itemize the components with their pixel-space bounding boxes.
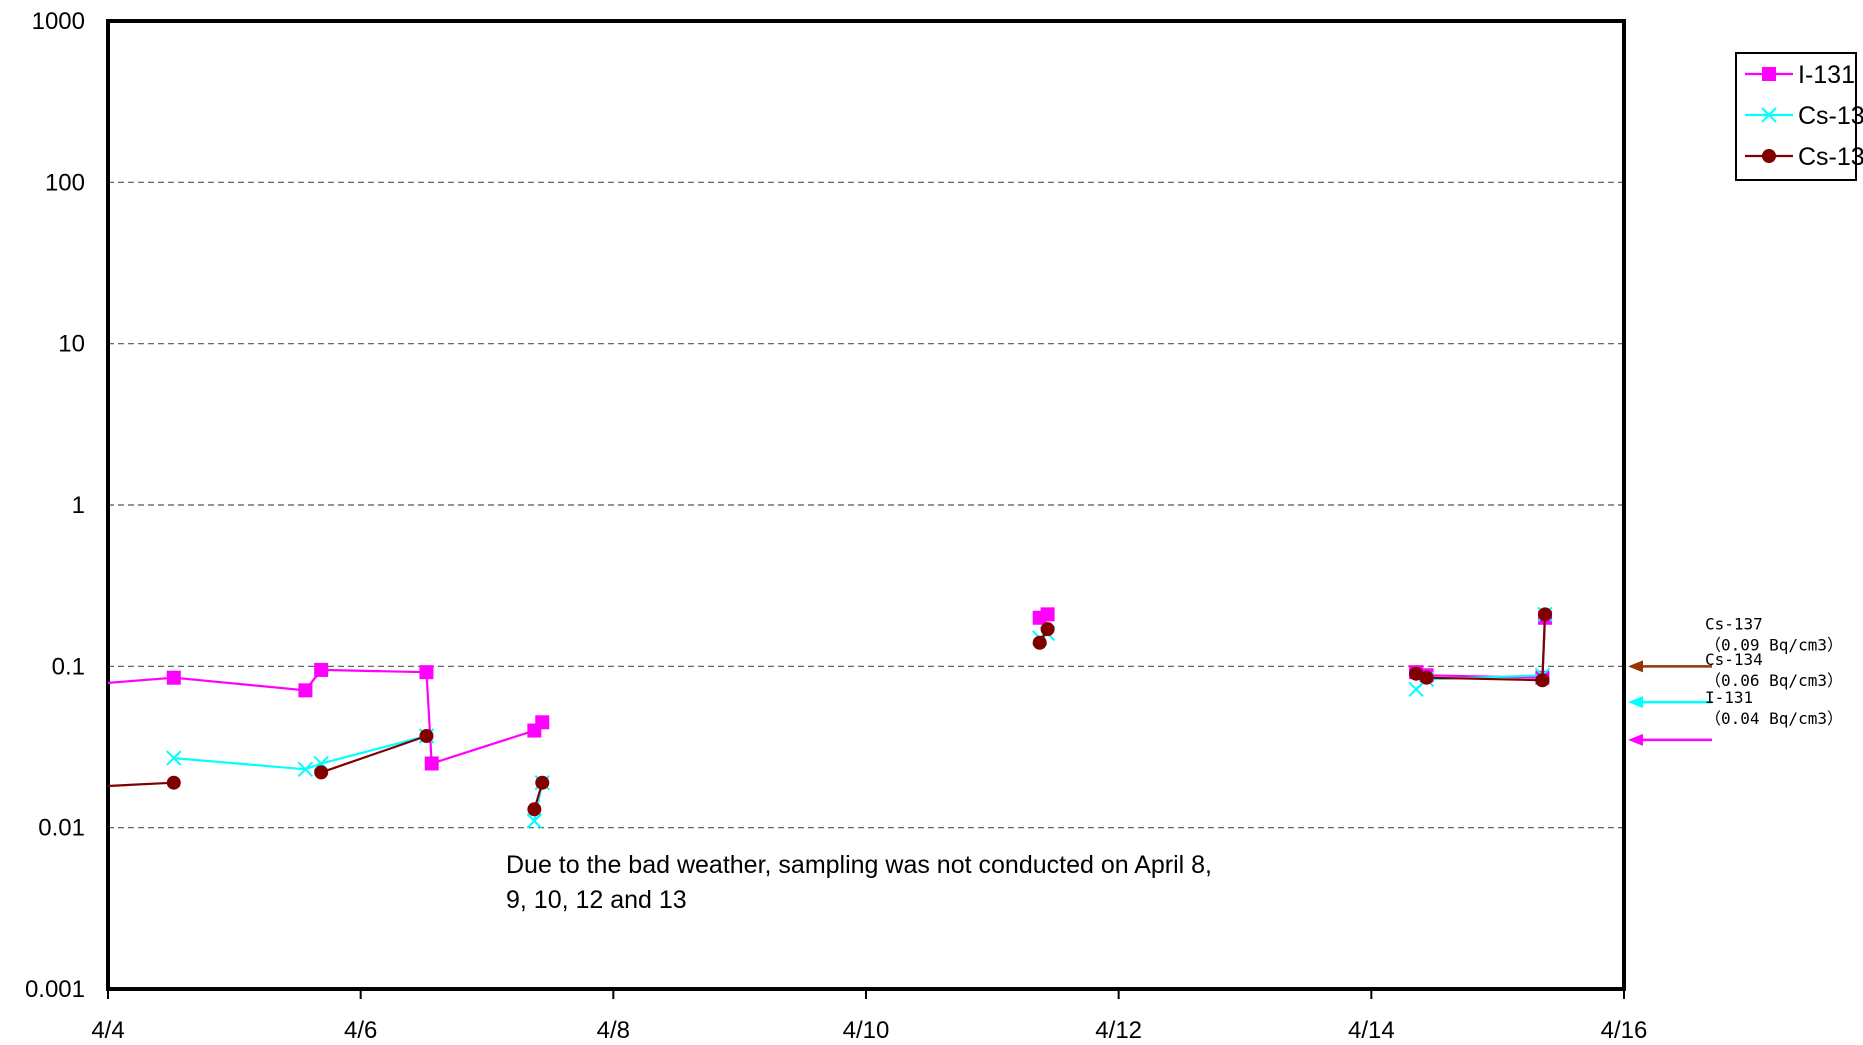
data-point-i-131 [298, 683, 313, 698]
x-axis-ticks: 4/4 4/6 4/8 4/10 4/12 4/14 4/16 [91, 989, 1647, 1044]
y-tick-label: 0.1 [52, 653, 85, 680]
data-point-cs-137 [535, 775, 550, 790]
limit-sublabel: （0.06 Bq/cm3） [1705, 671, 1843, 690]
series-line-cs-134 [173, 734, 427, 771]
limit-arrow-head [1628, 660, 1643, 673]
data-point-cs-137 [419, 728, 434, 743]
data-point-i-131 [535, 715, 550, 730]
y-tick-label: 0.01 [38, 815, 85, 842]
data-point-cs-137 [1538, 607, 1553, 622]
data-point-cs-134 [297, 761, 314, 778]
limit-cs-137: Cs-137 （0.09 Bq/cm3） [1628, 614, 1843, 673]
x-tick-label: 4/10 [843, 1017, 890, 1044]
legend-label-cs-137: Cs-137 [1798, 143, 1863, 171]
data-point-cs-134 [166, 750, 182, 766]
limit-label: Cs-137 [1705, 614, 1763, 633]
x-tick-label: 4/8 [597, 1017, 630, 1044]
x-tick-label: 4/14 [1348, 1017, 1395, 1044]
y-tick-label: 100 [45, 169, 85, 196]
limit-i-131: I-131 （0.04 Bq/cm3） [1628, 688, 1843, 746]
data-point-cs-137 [527, 802, 542, 817]
y-tick-label: 0.001 [25, 976, 85, 1003]
legend-marker-cs-134 [1761, 107, 1777, 123]
limit-label: I-131 [1705, 688, 1753, 707]
legend: I-131 Cs-134 Cs-137 [1735, 52, 1863, 181]
data-point-i-131 [419, 665, 434, 680]
limit-arrow-head [1628, 696, 1643, 709]
legend-label-i-131: I-131 [1798, 61, 1855, 89]
series-cs-134 [166, 606, 1553, 829]
data-point-cs-137 [314, 765, 329, 780]
limit-label: Cs-134 [1705, 650, 1763, 669]
x-tick-label: 4/4 [91, 1017, 124, 1044]
data-point-cs-137 [1535, 673, 1550, 688]
legend-entry-cs-134: Cs-134 [1745, 102, 1863, 130]
legend-label-cs-134: Cs-134 [1798, 102, 1863, 130]
y-axis-ticks: 1000 100 10 1 0.1 0.01 0.001 [25, 8, 85, 1003]
grid-lines [108, 181, 1624, 829]
data-point-cs-137 [1409, 666, 1424, 681]
data-point-cs-137 [1032, 635, 1047, 650]
limit-sublabel: （0.09 Bq/cm3） [1705, 635, 1843, 654]
data-point-cs-137 [1419, 670, 1434, 685]
limit-cs-134: Cs-134 （0.06 Bq/cm3） [1628, 650, 1843, 709]
limit-arrow-head [1628, 733, 1643, 746]
limit-markers: Cs-137 （0.09 Bq/cm3）Cs-134 （0.06 Bq/cm3）I-… [1628, 614, 1843, 746]
y-tick-label: 10 [58, 331, 85, 358]
x-tick-label: 4/12 [1095, 1017, 1142, 1044]
annotation-line-1: Due to the bad weather, sampling was not… [506, 851, 1212, 879]
legend-marker-cs-137 [1762, 149, 1776, 163]
data-point-cs-134 [526, 813, 543, 829]
data-point-cs-137 [166, 775, 181, 790]
data-point-i-131 [314, 662, 329, 677]
series-line-cs-137 [1415, 614, 1547, 682]
data-point-cs-137 [1040, 622, 1055, 637]
data-point-i-131 [166, 670, 181, 685]
legend-entry-cs-137: Cs-137 [1745, 143, 1863, 171]
series-line-cs-137 [320, 734, 427, 774]
y-tick-label: 1 [72, 492, 85, 519]
data-point-i-131 [1040, 607, 1055, 622]
data-point-i-131 [424, 756, 439, 771]
limit-sublabel: （0.04 Bq/cm3） [1705, 709, 1843, 728]
series-layer [108, 606, 1553, 829]
series-line-cs-137 [108, 781, 174, 788]
y-tick-label: 1000 [32, 8, 85, 35]
series-line-i-131 [108, 668, 544, 765]
plot-area-frame [106, 19, 1626, 991]
x-tick-label: 4/6 [344, 1017, 377, 1044]
x-tick-label: 4/16 [1601, 1017, 1648, 1044]
annotation-line-2: 9, 10, 12 and 13 [506, 886, 687, 914]
legend-entry-i-131: I-131 [1745, 61, 1855, 89]
series-cs-137 [108, 607, 1553, 817]
legend-marker-i-131 [1762, 67, 1776, 81]
series-i-131 [108, 607, 1553, 771]
series-line-i-131 [1415, 617, 1547, 679]
